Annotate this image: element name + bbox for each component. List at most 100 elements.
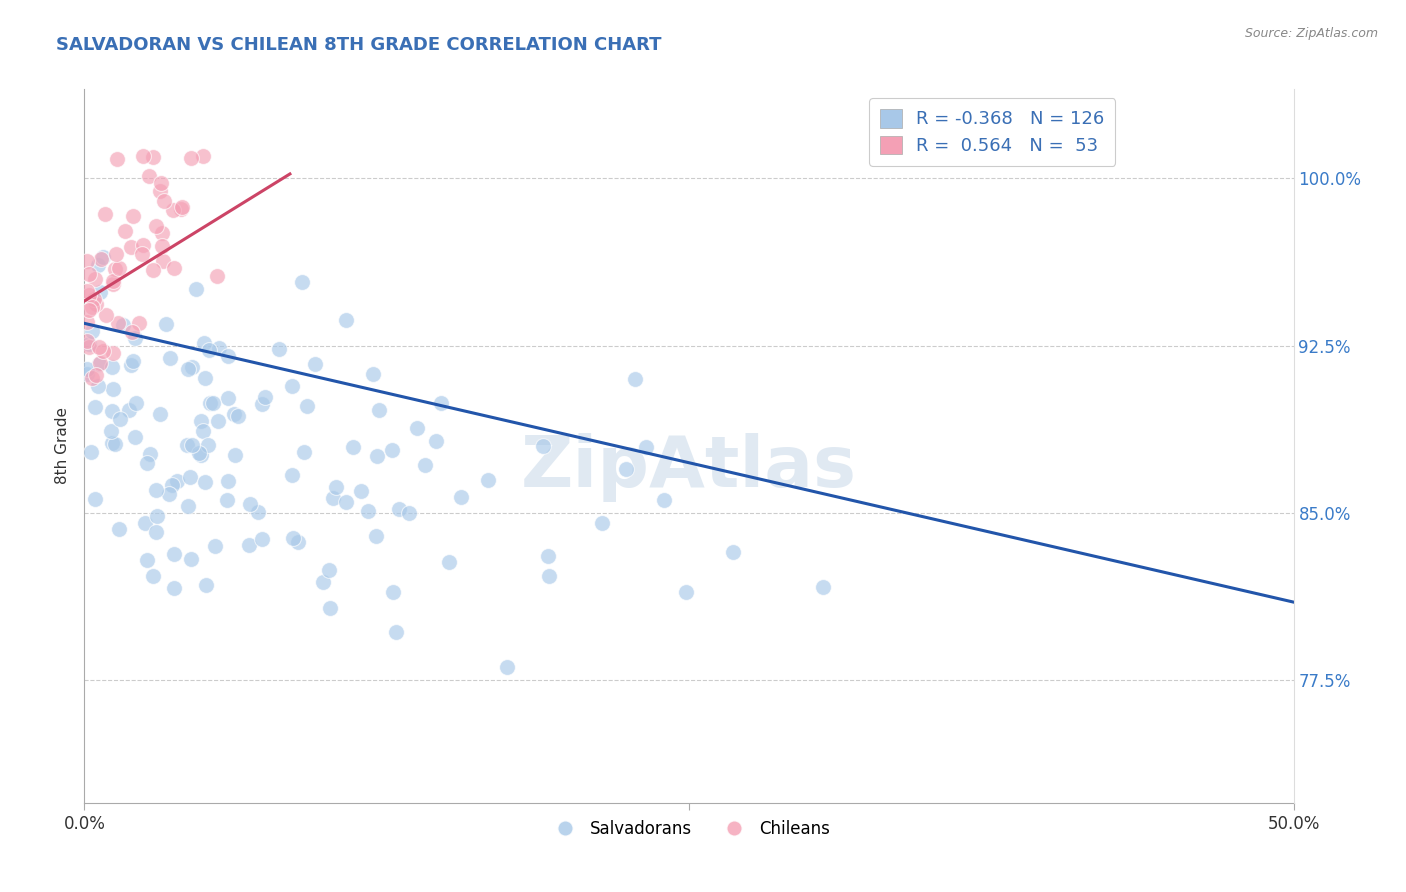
Point [121, 326, 143, 340]
Point [120, 240, 142, 254]
Point [80, 370, 103, 384]
Point [91, 250, 114, 264]
Point [104, 262, 127, 277]
Point [76, 315, 98, 329]
Point [76, 361, 98, 376]
Point [89, 356, 111, 370]
Point [190, 414, 212, 428]
Point [96, 308, 118, 322]
Point [153, 194, 176, 208]
Point [170, 200, 193, 214]
Point [149, 184, 172, 198]
Point [101, 382, 124, 396]
Point [226, 409, 249, 424]
Point [180, 552, 202, 566]
Point [322, 491, 344, 505]
Point [107, 316, 129, 330]
Point [188, 446, 211, 460]
Point [366, 449, 388, 463]
Point [131, 247, 153, 261]
Point [79, 267, 101, 281]
Point [136, 553, 159, 567]
Point [118, 402, 141, 417]
Point [204, 539, 226, 553]
Point [406, 421, 429, 435]
Point [385, 624, 408, 639]
Point [250, 397, 273, 411]
Point [82, 300, 104, 314]
Point [101, 404, 124, 418]
Point [292, 445, 315, 459]
Point [132, 237, 155, 252]
Point [104, 247, 127, 261]
Point [77, 288, 100, 302]
Point [207, 414, 229, 428]
Point [287, 535, 309, 549]
Y-axis label: 8th Grade: 8th Grade [55, 408, 70, 484]
Point [90, 252, 112, 266]
Point [101, 346, 124, 360]
Point [538, 568, 561, 582]
Point [79, 302, 101, 317]
Point [312, 575, 335, 590]
Point [295, 399, 318, 413]
Point [450, 491, 472, 505]
Point [103, 274, 125, 288]
Point [152, 253, 174, 268]
Point [184, 282, 207, 296]
Point [157, 486, 180, 500]
Point [120, 358, 142, 372]
Point [142, 150, 165, 164]
Point [477, 473, 499, 487]
Point [217, 474, 239, 488]
Point [224, 449, 246, 463]
Point [162, 478, 184, 492]
Point [190, 448, 212, 462]
Point [350, 483, 373, 498]
Point [103, 277, 125, 292]
Point [177, 361, 200, 376]
Point [76, 334, 98, 348]
Point [87, 357, 110, 371]
Point [195, 578, 218, 592]
Point [91, 343, 114, 358]
Text: SALVADORAN VS CHILEAN 8TH GRADE CORRELATION CHART: SALVADORAN VS CHILEAN 8TH GRADE CORRELAT… [56, 36, 662, 54]
Point [107, 260, 129, 275]
Point [162, 202, 184, 217]
Point [319, 601, 342, 615]
Point [281, 379, 304, 393]
Point [634, 440, 657, 454]
Point [811, 580, 834, 594]
Point [368, 403, 391, 417]
Point [149, 176, 172, 190]
Point [247, 505, 270, 519]
Point [111, 318, 134, 332]
Point [176, 438, 198, 452]
Point [193, 149, 215, 163]
Point [76, 284, 98, 298]
Point [166, 474, 188, 488]
Point [100, 359, 122, 374]
Point [222, 407, 245, 421]
Point [291, 275, 314, 289]
Point [105, 152, 128, 166]
Point [138, 169, 160, 184]
Point [591, 516, 613, 530]
Text: Source: ZipAtlas.com: Source: ZipAtlas.com [1244, 27, 1378, 40]
Point [281, 531, 304, 545]
Point [110, 412, 132, 426]
Point [193, 335, 215, 350]
Point [207, 268, 229, 283]
Point [122, 209, 145, 223]
Point [84, 368, 107, 383]
Point [495, 659, 517, 673]
Point [623, 372, 645, 386]
Point [83, 271, 105, 285]
Point [135, 457, 157, 471]
Point [318, 564, 340, 578]
Point [108, 522, 131, 536]
Point [163, 547, 186, 561]
Point [217, 392, 239, 406]
Point [139, 447, 162, 461]
Point [194, 475, 217, 489]
